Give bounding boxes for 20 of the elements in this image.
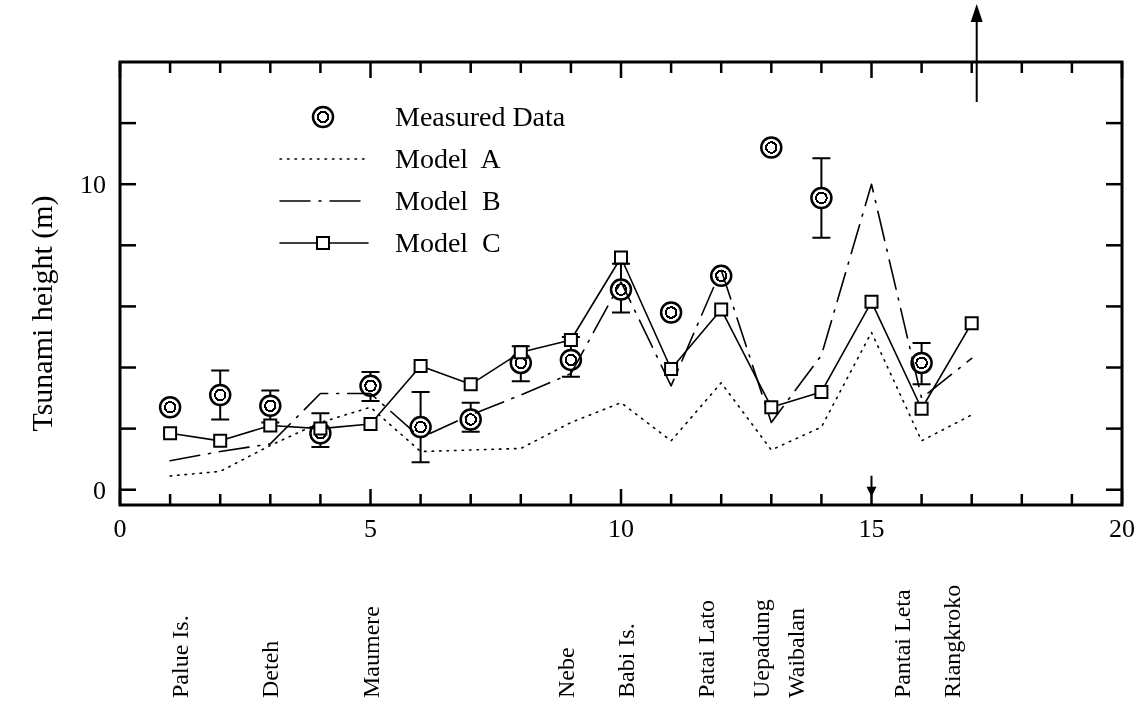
text: Deteh <box>257 640 284 698</box>
legend-label: Model C <box>395 227 501 258</box>
x-tick-label: 20 <box>1109 514 1135 543</box>
text: Nebe <box>552 647 579 698</box>
legend-label: Measured Data <box>395 101 566 132</box>
text: Patai Lato <box>693 600 720 698</box>
text: Palue Is. <box>167 615 194 698</box>
legend-label: Model B <box>395 185 501 216</box>
x-tick-label: 0 <box>113 514 127 543</box>
text: Maumere <box>357 606 384 698</box>
text: Waibalan <box>783 607 810 698</box>
text: Uepadung <box>748 599 775 698</box>
x-tick-label: 15 <box>858 514 885 543</box>
text: Pantai Leta <box>888 589 915 698</box>
text: Babi Is. <box>613 623 640 698</box>
legend-label: Model A <box>395 143 502 174</box>
text: Riangkroko <box>938 584 965 698</box>
y-axis-title: Tsunami height (m) <box>25 195 59 432</box>
x-tick-label: 5 <box>364 514 377 543</box>
x-tick-label: 10 <box>608 514 634 543</box>
